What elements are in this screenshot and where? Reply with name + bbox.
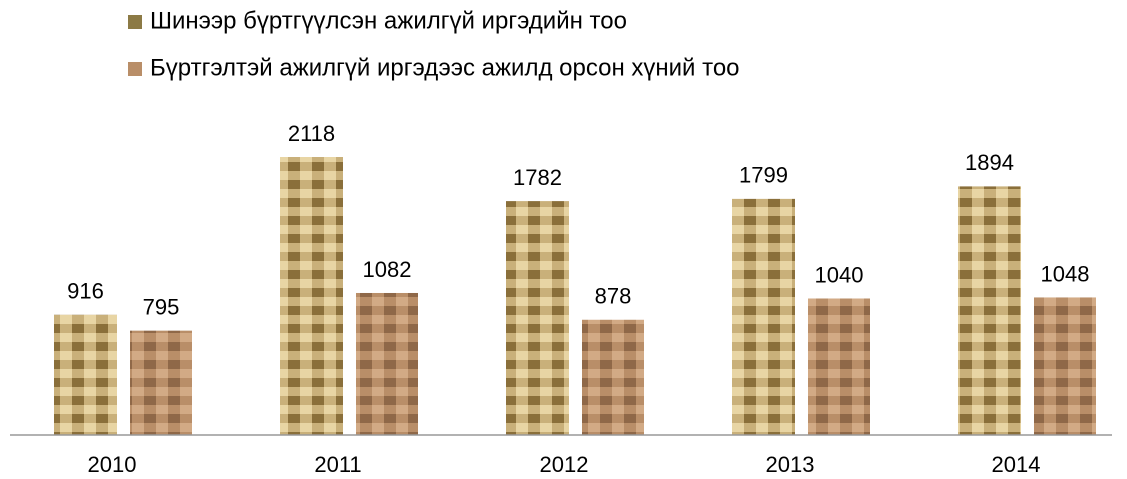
x-tick-label: 2011: [314, 452, 361, 477]
value-label: 1048: [1041, 261, 1090, 286]
value-label: 795: [143, 294, 180, 319]
bar: [582, 319, 644, 435]
value-label: 1082: [363, 257, 412, 282]
x-tick-label: 2013: [766, 452, 815, 477]
value-label: 1040: [815, 262, 864, 287]
value-label: 2118: [288, 121, 335, 146]
x-tick-label: 2010: [88, 452, 137, 477]
legend-swatch: [128, 15, 142, 29]
legend-swatch: [128, 62, 142, 76]
value-label: 1799: [739, 163, 788, 188]
value-label: 916: [67, 279, 104, 304]
bar: [356, 292, 418, 435]
x-tick-label: 2012: [540, 452, 589, 477]
bar: [808, 298, 870, 435]
legend-label: Бүртгэлтэй ажилгүй иргэдээс ажилд орсон …: [150, 54, 740, 81]
x-tick-label: 2014: [992, 452, 1041, 477]
value-label: 1894: [965, 150, 1014, 175]
bar: [958, 186, 1021, 435]
bar: [506, 201, 569, 435]
bar: [54, 314, 117, 435]
legend-label: Шинээр бүртгүүлсэн ажилгүй иргэдийн тоо: [150, 7, 627, 34]
bar: [130, 330, 192, 435]
value-label: 1782: [513, 165, 562, 190]
bar: [1034, 297, 1096, 435]
bar: [280, 157, 343, 435]
bar: [732, 198, 795, 435]
value-label: 878: [595, 284, 632, 309]
